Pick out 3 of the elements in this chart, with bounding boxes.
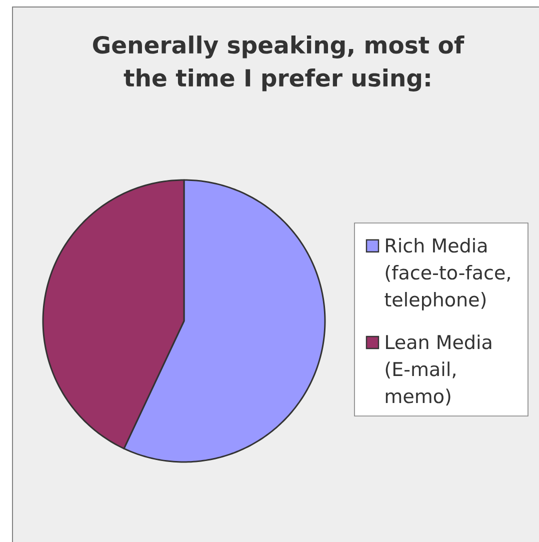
chart-title: Generally speaking, most of the time I prefer using: [93,36,464,92]
legend-label: Rich Media (face-to-face, telephone) [384,238,510,310]
legend-label: Lean Media (E-mail, memo) [386,334,492,406]
